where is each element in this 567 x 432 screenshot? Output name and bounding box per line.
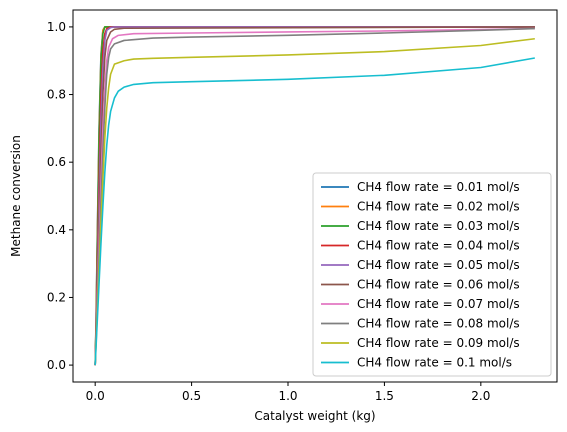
x-tick-label: 1.0 — [278, 389, 297, 403]
x-axis-label: Catalyst weight (kg) — [254, 409, 375, 423]
y-tick-label: 0.4 — [47, 223, 66, 237]
y-tick-label: 1.0 — [47, 20, 66, 34]
series-lines — [94, 26, 535, 366]
legend-entry-label: CH4 flow rate = 0.08 mol/s — [357, 317, 520, 331]
legend-entry-label: CH4 flow rate = 0.02 mol/s — [357, 200, 520, 214]
legend-entry-label: CH4 flow rate = 0.06 mol/s — [357, 278, 520, 292]
legend-entry-label: CH4 flow rate = 0.1 mol/s — [357, 356, 512, 370]
y-tick-label: 0.2 — [47, 290, 66, 304]
x-axis: 0.0 0.5 1.0 1.5 2.0 — [86, 382, 490, 403]
x-tick-label: 0.0 — [86, 389, 105, 403]
y-tick-label: 0.0 — [47, 358, 66, 372]
legend-box — [312, 172, 552, 377]
y-tick-label: 0.8 — [47, 88, 66, 102]
legend-entry-label: CH4 flow rate = 0.04 mol/s — [357, 239, 520, 253]
legend-entry-label: CH4 flow rate = 0.05 mol/s — [357, 258, 520, 272]
axes-frame — [72, 9, 558, 383]
legend: CH4 flow rate = 0.01 mol/s CH4 flow rate … — [312, 172, 552, 377]
series-line-9 — [94, 37, 535, 366]
x-tick-label: 2.0 — [471, 389, 490, 403]
y-axis-label: Methane conversion — [9, 135, 23, 257]
legend-entry-label: CH4 flow rate = 0.01 mol/s — [357, 180, 520, 194]
legend-entry-label: CH4 flow rate = 0.07 mol/s — [357, 297, 520, 311]
x-tick-label: 1.5 — [375, 389, 394, 403]
legend-entry-label: CH4 flow rate = 0.09 mol/s — [357, 336, 520, 350]
y-axis: 0.0 0.2 0.4 0.6 0.8 1.0 — [47, 20, 73, 372]
series-line-10 — [94, 57, 535, 366]
legend-entry-label: CH4 flow rate = 0.03 mol/s — [357, 219, 520, 233]
y-tick-label: 0.6 — [47, 155, 66, 169]
x-tick-label: 0.5 — [182, 389, 201, 403]
